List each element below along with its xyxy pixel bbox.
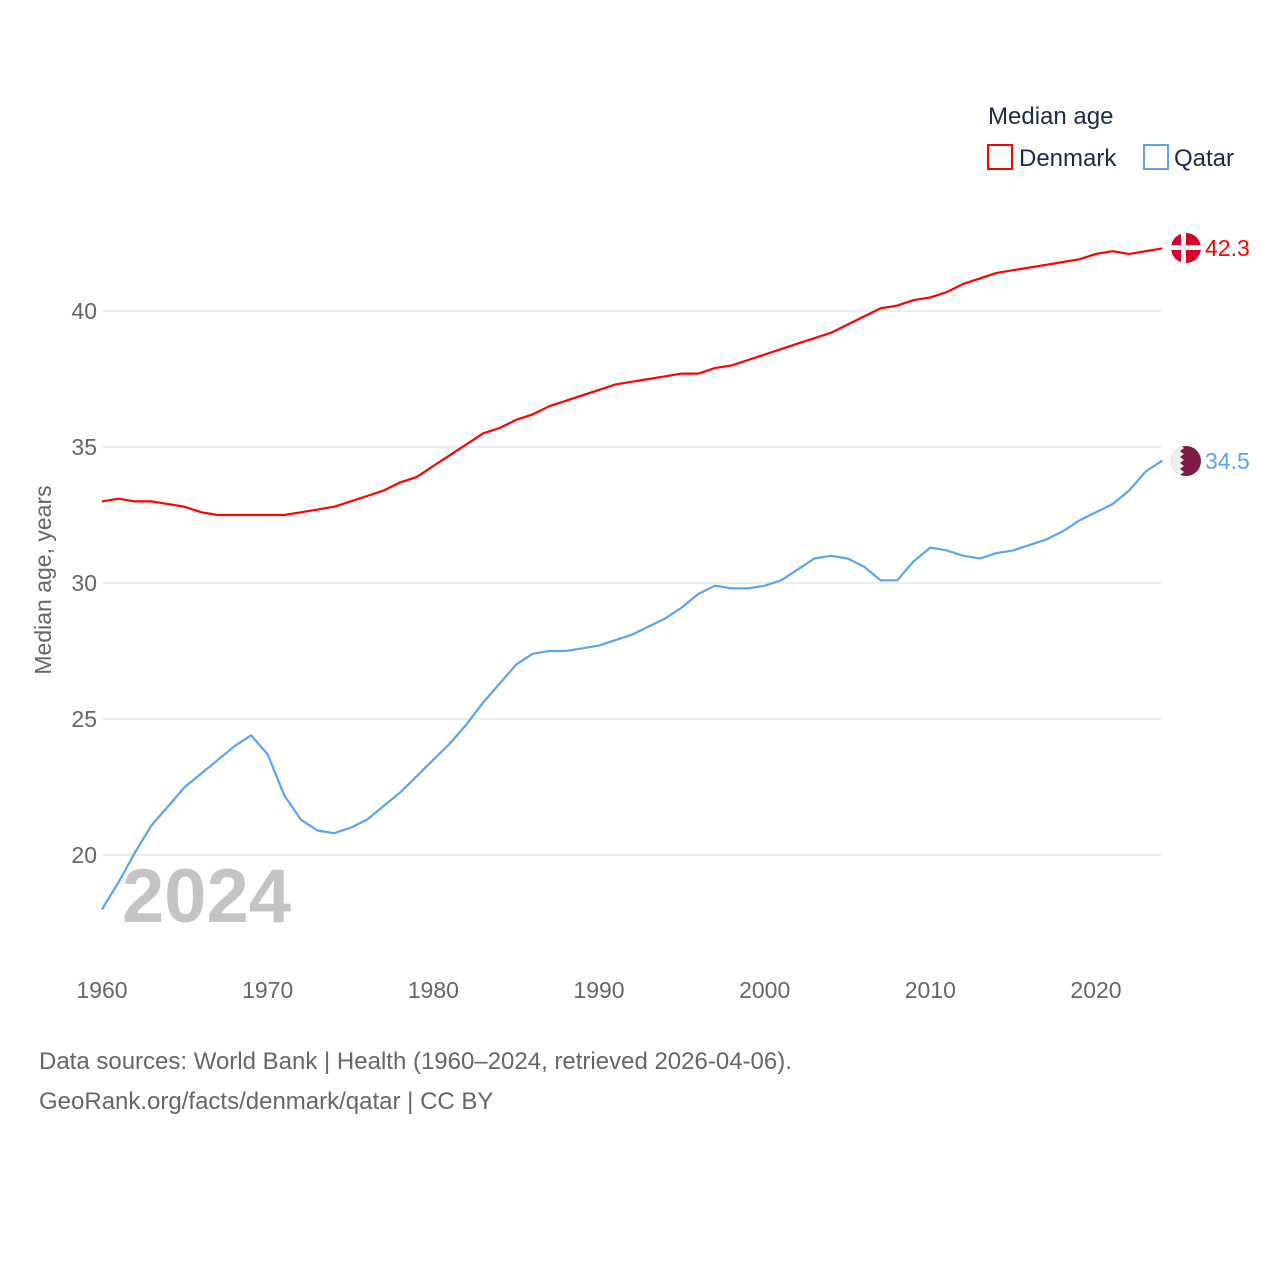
legend-swatch-denmark <box>987 144 1013 170</box>
legend-title: Median age <box>988 103 1113 130</box>
legend-swatch-qatar <box>1143 144 1169 170</box>
credit-link[interactable]: GeoRank.org/facts/denmark/qatar | CC BY <box>39 1088 493 1115</box>
y-tick-label: 20 <box>71 842 97 868</box>
y-tick-label: 30 <box>71 570 97 596</box>
series-lines <box>101 247 1163 910</box>
x-tick-label: 1980 <box>408 977 459 1003</box>
y-tick-label: 35 <box>71 434 97 460</box>
source-note: Data sources: World Bank | Health (1960–… <box>39 1048 792 1075</box>
qatar-flag-icon <box>1171 446 1201 476</box>
x-tick-label: 2010 <box>905 977 956 1003</box>
x-axis-ticks: 1960 1970 1980 1990 2000 2010 2020 <box>76 977 1121 1003</box>
series-line-qatar <box>101 459 1163 910</box>
denmark-end-label: 42.3 <box>1205 235 1250 261</box>
year-watermark: 2024 <box>122 854 291 939</box>
legend-label-qatar: Qatar <box>1174 145 1234 172</box>
legend-item-denmark[interactable]: Denmark <box>987 144 1117 172</box>
y-tick-label: 25 <box>71 706 97 732</box>
denmark-flag-icon <box>1171 233 1201 263</box>
x-tick-label: 2020 <box>1070 977 1121 1003</box>
qatar-end-label: 34.5 <box>1205 448 1250 474</box>
x-tick-label: 2000 <box>739 977 790 1003</box>
x-tick-label: 1990 <box>573 977 624 1003</box>
legend-item-qatar[interactable]: Qatar <box>1143 144 1234 172</box>
y-tick-label: 40 <box>71 298 97 324</box>
legend-label-denmark: Denmark <box>1019 145 1117 172</box>
x-tick-label: 1970 <box>242 977 293 1003</box>
y-axis-label: Median age, years <box>30 485 56 674</box>
y-axis-ticks: 20 25 30 35 40 <box>71 298 97 868</box>
series-line-denmark <box>101 247 1163 517</box>
gridlines <box>102 310 1162 856</box>
x-tick-label: 1960 <box>76 977 127 1003</box>
